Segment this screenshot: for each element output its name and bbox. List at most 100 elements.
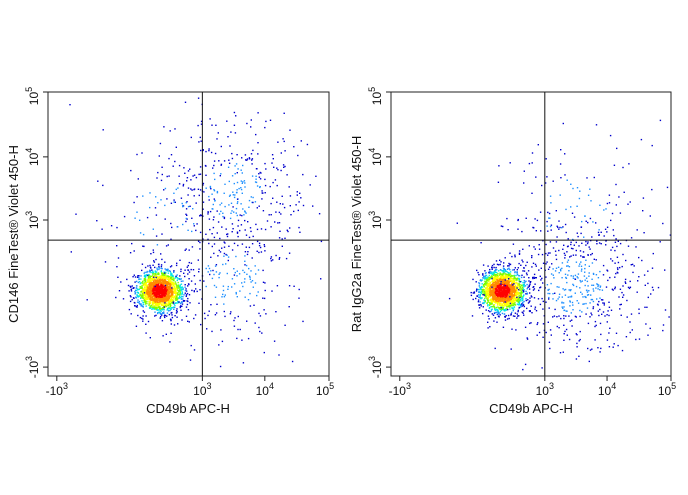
event-dot — [146, 285, 147, 286]
event-dot — [491, 281, 492, 282]
event-dot — [260, 315, 261, 316]
event-dot — [584, 256, 585, 257]
event-dot — [567, 261, 568, 262]
event-dot — [250, 281, 251, 282]
event-dot — [508, 268, 509, 269]
event-dot — [177, 299, 178, 300]
event-dot — [555, 255, 556, 256]
event-dot — [157, 305, 158, 306]
event-dot — [496, 307, 497, 308]
event-dot — [603, 311, 604, 312]
event-dot — [519, 295, 520, 296]
event-dot — [596, 243, 597, 244]
event-dot — [170, 333, 171, 334]
event-dot — [171, 287, 172, 288]
event-dot — [177, 311, 178, 312]
event-dot — [498, 316, 499, 317]
event-dot — [156, 177, 157, 178]
event-dot — [145, 297, 146, 298]
y-tick-exponent: 3 — [24, 356, 34, 361]
event-dot — [180, 305, 181, 306]
event-dot — [492, 269, 493, 270]
event-dot — [149, 283, 150, 284]
event-dot — [501, 293, 502, 294]
event-dot — [149, 288, 150, 289]
event-dot — [137, 302, 138, 303]
event-dot — [238, 220, 239, 221]
event-dot — [123, 298, 124, 299]
event-dot — [522, 270, 523, 271]
event-dot — [148, 277, 149, 278]
event-dot — [523, 315, 524, 316]
event-dot — [234, 183, 235, 184]
event-dot — [228, 160, 229, 161]
event-dot — [484, 270, 485, 271]
event-dot — [241, 224, 242, 225]
event-dot — [177, 302, 178, 303]
event-dot — [549, 293, 550, 294]
event-dot — [200, 232, 201, 233]
event-dot — [147, 299, 148, 300]
event-dot — [485, 295, 486, 296]
event-dot — [236, 208, 237, 209]
event-dot — [496, 277, 497, 278]
event-dot — [137, 299, 138, 300]
event-dot — [199, 242, 200, 243]
event-dot — [527, 338, 528, 339]
event-dot — [157, 300, 158, 301]
event-dot — [276, 168, 277, 169]
event-dot — [156, 268, 157, 269]
event-dot — [259, 177, 260, 178]
event-dot — [217, 210, 218, 211]
event-dot — [234, 165, 235, 166]
event-dot — [177, 277, 178, 278]
event-dot — [599, 234, 600, 235]
event-dot — [187, 273, 188, 274]
event-dot — [579, 316, 580, 317]
event-dot — [178, 282, 179, 283]
event-dot — [534, 218, 535, 219]
event-dot — [503, 265, 504, 266]
event-dot — [270, 226, 271, 227]
event-dot — [645, 323, 646, 324]
x-tick-label: 104 — [256, 381, 274, 398]
event-dot — [244, 281, 245, 282]
event-dot — [562, 226, 563, 227]
event-dot — [126, 279, 127, 280]
x-tick-label: 105 — [316, 381, 334, 398]
event-dot — [297, 191, 298, 192]
event-dot — [188, 265, 189, 266]
event-dot — [535, 248, 536, 249]
event-dot — [598, 315, 599, 316]
event-dot — [168, 280, 169, 281]
event-dot — [264, 127, 265, 128]
event-dot — [179, 183, 180, 184]
event-dot — [638, 309, 639, 310]
event-dot — [174, 304, 175, 305]
event-dot — [265, 168, 266, 169]
event-dot — [271, 162, 272, 163]
event-dot — [178, 176, 179, 177]
event-dot — [162, 279, 163, 280]
event-dot — [194, 195, 195, 196]
event-dot — [143, 284, 144, 285]
event-dot — [520, 281, 521, 282]
event-dot — [173, 270, 174, 271]
event-dot — [508, 263, 509, 264]
event-dot — [164, 262, 165, 263]
event-dot — [625, 279, 626, 280]
event-dot — [597, 286, 598, 287]
event-dot — [571, 248, 572, 249]
event-dot — [603, 274, 604, 275]
event-dot — [632, 272, 633, 273]
event-dot — [206, 188, 207, 189]
event-dot — [616, 204, 617, 205]
event-dot — [157, 309, 158, 310]
event-dot — [488, 296, 489, 297]
event-dot — [457, 223, 458, 224]
event-dot — [200, 214, 201, 215]
event-dot — [508, 302, 509, 303]
event-dot — [183, 185, 184, 186]
event-dot — [152, 304, 153, 305]
event-dot — [164, 298, 165, 299]
